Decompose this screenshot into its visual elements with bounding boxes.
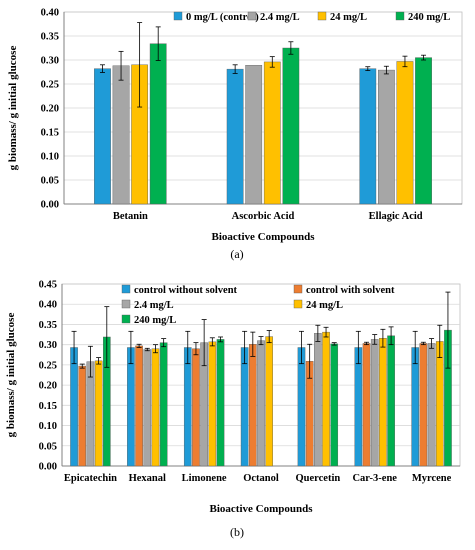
bar <box>226 68 244 205</box>
legend-swatch <box>293 284 303 294</box>
bar <box>370 339 379 467</box>
category-label: Epicatechin <box>64 473 117 484</box>
legend-label: 2.4 mg/L <box>260 12 300 23</box>
bar <box>240 347 249 467</box>
bar <box>216 339 225 467</box>
bar <box>415 57 432 205</box>
bar <box>149 43 167 205</box>
bar <box>330 343 339 467</box>
y-tick-label: 0.40 <box>41 8 59 19</box>
bar <box>314 333 322 467</box>
legend-swatch <box>121 299 131 309</box>
legend-label: 2.4 mg/L <box>134 300 174 311</box>
legend-swatch <box>293 299 303 309</box>
y-tick-label: 0.15 <box>39 401 57 412</box>
bar <box>245 65 263 205</box>
bar <box>297 347 306 467</box>
bar <box>359 68 377 205</box>
category-label: Ellagic Acid <box>369 211 423 222</box>
bar <box>419 343 428 467</box>
y-tick-label: 0.10 <box>39 421 57 432</box>
y-tick-label: 0.05 <box>41 176 59 187</box>
bar <box>263 61 281 205</box>
bar <box>112 65 130 205</box>
bar <box>70 347 78 467</box>
y-tick-label: 0.35 <box>41 32 59 43</box>
bar <box>354 347 363 467</box>
category-label: Limonene <box>182 473 227 484</box>
bar <box>435 341 444 467</box>
bar <box>322 331 330 467</box>
category-label: Hexanal <box>129 473 166 484</box>
legend-swatch <box>317 11 327 21</box>
bar <box>183 347 192 467</box>
bar <box>411 347 419 467</box>
y-tick-label: 0.00 <box>41 200 59 211</box>
bar <box>282 47 300 205</box>
bar <box>396 61 414 205</box>
y-tick-label: 0.20 <box>39 381 57 392</box>
bar <box>249 344 257 467</box>
y-tick-label: 0.10 <box>41 152 59 163</box>
bar <box>159 342 168 467</box>
y-tick-label: 0.15 <box>41 128 59 139</box>
legend-label: control without solvent <box>134 285 238 296</box>
bar <box>143 349 152 467</box>
bar <box>208 341 217 467</box>
category-label: Quercetin <box>295 473 340 484</box>
chart-a-betanin-ascorbic-ellagic: 0.00 0.05 0.10 0.15 0.20 0.25 0.30 0.35 0.40 Beta… <box>7 8 463 261</box>
bar <box>94 68 111 205</box>
x-axis-title: Bioactive Compounds <box>212 231 316 243</box>
figure-caption: (b) <box>230 525 244 539</box>
y-tick-label: 0.30 <box>39 340 57 351</box>
bar <box>151 348 160 467</box>
legend-label: control with solvent <box>306 285 395 296</box>
bar <box>378 69 395 205</box>
y-tick-label: 0.05 <box>39 441 57 452</box>
category-label: Car-3-ene <box>352 473 397 484</box>
bar <box>192 348 200 467</box>
bar <box>127 347 135 467</box>
legend-swatch <box>395 11 405 21</box>
y-axis-title: g biomass/ g initial glucose <box>7 46 19 171</box>
y-tick-label: 0.35 <box>39 320 57 331</box>
legend-swatch <box>247 11 257 21</box>
y-tick-label: 0.40 <box>39 300 57 311</box>
category-label: Myrcene <box>412 473 452 484</box>
bar <box>265 336 273 467</box>
y-axis-title: g biomass/ g initial glucose <box>5 313 17 438</box>
bar <box>135 345 143 467</box>
bar <box>94 360 103 467</box>
legend-label: 24 mg/L <box>306 300 343 311</box>
bar <box>362 343 371 467</box>
y-tick-label: 0.25 <box>39 360 57 371</box>
y-tick-label: 0.25 <box>41 80 59 91</box>
bar <box>427 343 436 467</box>
legend-swatch <box>121 314 131 324</box>
category-label: Ascorbic Acid <box>232 211 295 222</box>
legend-swatch <box>121 284 131 294</box>
legend-label: 0 mg/L (control) <box>186 12 259 23</box>
bar <box>257 340 265 467</box>
legend-swatch <box>173 11 183 21</box>
bar <box>387 335 395 467</box>
y-tick-label: 0.45 <box>39 280 57 291</box>
bar <box>78 365 87 467</box>
legend-label: 240 mg/L <box>134 315 176 326</box>
figure-caption: (a) <box>230 247 243 261</box>
bar <box>379 337 387 467</box>
legend-label: 240 mg/L <box>408 12 450 23</box>
x-axis-title: Bioactive Compounds <box>210 503 314 515</box>
legend-label: 24 mg/L <box>330 12 367 23</box>
y-tick-label: 0.20 <box>41 104 59 115</box>
y-tick-label: 0.00 <box>39 462 57 473</box>
chart-b-volatile-compounds: 0.00 0.05 0.10 0.15 0.20 0.25 0.30 0.35 0.40 0.45… <box>5 280 461 539</box>
y-tick-label: 0.30 <box>41 56 59 67</box>
category-label: Octanol <box>243 473 279 484</box>
category-label: Betanin <box>113 211 148 222</box>
